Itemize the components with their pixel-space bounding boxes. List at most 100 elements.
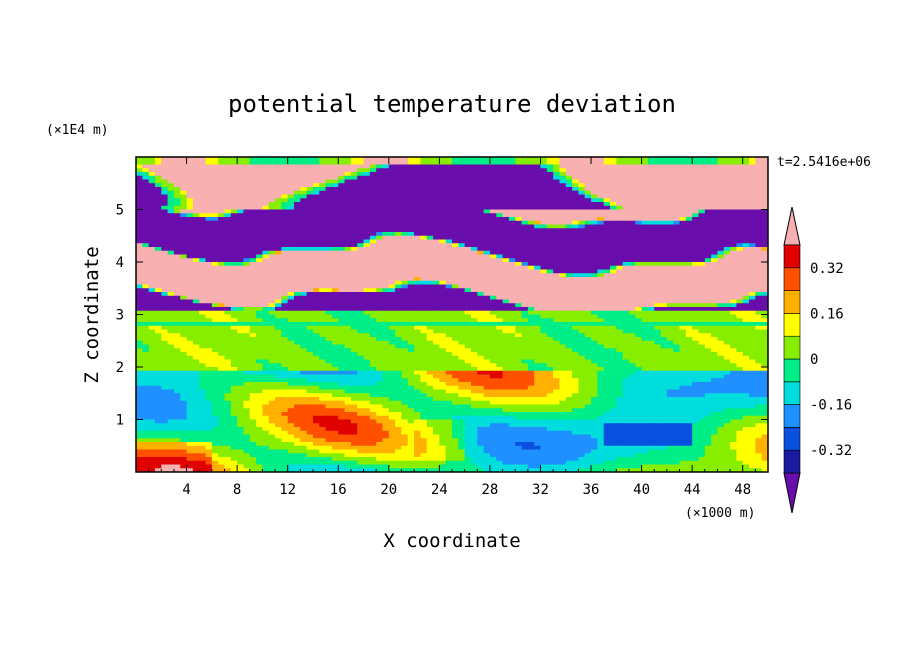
field-cell: [319, 247, 327, 252]
field-cell: [584, 277, 592, 282]
field-cell: [388, 243, 396, 248]
field-cell: [192, 217, 200, 222]
field-cell: [736, 209, 744, 214]
field-cell: [249, 280, 257, 286]
field-cell: [338, 198, 346, 203]
field-cell: [388, 288, 396, 293]
field-cell: [685, 217, 693, 222]
field-cell: [256, 273, 263, 278]
field-cell: [470, 292, 478, 297]
field-cell: [312, 190, 320, 196]
field-cell: [281, 295, 289, 301]
field-cell: [527, 314, 535, 319]
field-cell: [597, 235, 605, 241]
field-cell: [502, 202, 510, 207]
field-cell: [534, 232, 542, 237]
field-cell: [230, 307, 238, 312]
field-cell: [338, 318, 346, 323]
field-cell: [591, 307, 598, 312]
field-cell: [641, 337, 649, 342]
field-cell: [325, 168, 333, 173]
field-cell: [350, 220, 358, 226]
field-cell: [452, 284, 459, 289]
field-cell: [489, 265, 497, 271]
field-cell: [376, 340, 384, 346]
field-cell: [426, 284, 434, 289]
field-cell: [439, 175, 447, 181]
field-cell: [489, 175, 497, 181]
field-cell: [237, 205, 245, 211]
field-cell: [742, 299, 750, 304]
field-cell: [287, 183, 295, 188]
field-cell: [654, 325, 662, 331]
field-cell: [363, 164, 371, 169]
field-cell: [173, 160, 181, 166]
field-cell: [180, 325, 188, 331]
field-cell: [268, 310, 276, 316]
field-cell: [357, 198, 365, 203]
field-cell: [306, 295, 314, 301]
field-cell: [711, 322, 719, 327]
field-cell: [534, 280, 542, 286]
field-cell: [338, 292, 346, 297]
field-cell: [553, 280, 561, 286]
field-cell: [717, 164, 725, 169]
field-cell: [496, 258, 504, 263]
field-cell: [452, 187, 459, 192]
field-cell: [281, 273, 289, 278]
field-cell: [628, 198, 636, 203]
field-cell: [616, 198, 624, 203]
field-cell: [281, 164, 289, 169]
field-cell: [205, 288, 213, 293]
field-cell: [584, 243, 592, 248]
field-cell: [736, 160, 744, 166]
field-cell: [603, 318, 611, 323]
field-cell: [755, 284, 763, 289]
field-cell: [755, 160, 763, 166]
field-cell: [306, 310, 314, 316]
field-cell: [521, 190, 529, 196]
field-cell: [641, 247, 649, 252]
field-cell: [230, 295, 238, 301]
field-cell: [142, 213, 150, 218]
field-cell: [489, 194, 497, 199]
field-cell: [414, 228, 421, 233]
field-cell: [742, 258, 750, 263]
field-cell: [249, 205, 257, 211]
field-cell: [692, 213, 700, 218]
field-cell: [761, 269, 768, 274]
field-cell: [369, 164, 377, 169]
field-cell: [300, 239, 308, 244]
field-cell: [610, 295, 617, 301]
field-cell: [414, 280, 421, 286]
field-cell: [616, 194, 624, 199]
field-cell: [603, 284, 611, 289]
field-cell: [382, 288, 390, 293]
field-cell: [610, 303, 617, 308]
field-cell: [369, 277, 377, 282]
field-cell: [597, 292, 605, 297]
field-cell: [616, 220, 624, 226]
field-cell: [294, 269, 301, 274]
field-cell: [755, 273, 763, 278]
field-cell: [237, 175, 245, 181]
field-cell: [508, 265, 516, 271]
field-cell: [647, 205, 655, 211]
field-cell: [603, 164, 611, 169]
field-cell: [496, 299, 504, 304]
field-cell: [685, 303, 693, 308]
field-cell: [698, 325, 706, 331]
field-cell: [287, 269, 295, 274]
field-cell: [559, 217, 567, 222]
field-cell: [578, 303, 586, 308]
field-cell: [224, 205, 232, 211]
field-cell: [742, 277, 750, 282]
field-cell: [679, 262, 687, 267]
field-cell: [666, 277, 674, 282]
field-cell: [508, 213, 516, 218]
field-cell: [584, 254, 592, 259]
field-cell: [660, 262, 668, 267]
field-cell: [388, 340, 396, 346]
field-cell: [578, 183, 586, 188]
field-cell: [433, 239, 440, 244]
